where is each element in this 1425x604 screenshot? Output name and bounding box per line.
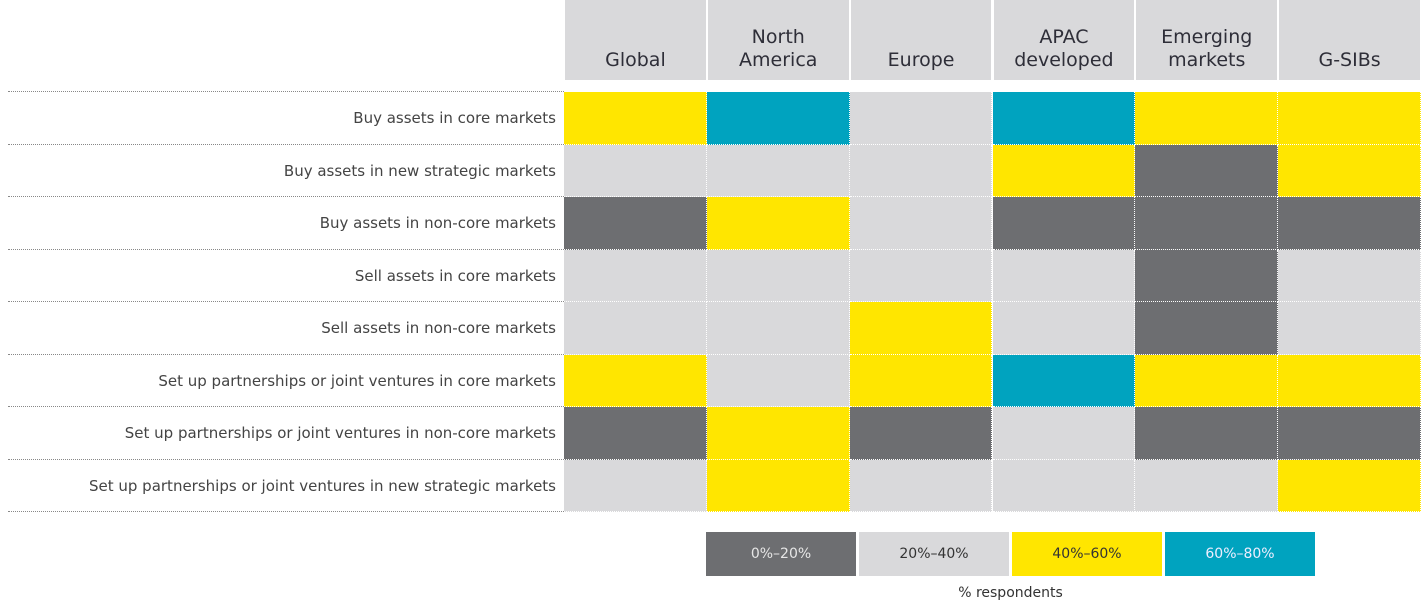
row-separator [8, 406, 564, 407]
heat-cell [849, 249, 993, 302]
heat-cell [1278, 354, 1421, 407]
heat-cell [1135, 92, 1279, 145]
heat-cell [992, 92, 1136, 145]
heat-cell [1135, 144, 1279, 197]
row-label: Set up partnerships or joint ventures in… [158, 371, 556, 390]
heat-cell [564, 302, 707, 355]
heat-cell [849, 197, 993, 250]
column-header: Global [565, 0, 706, 80]
heat-cell [849, 459, 993, 512]
heat-cell [1278, 144, 1421, 197]
column-header: North America [707, 0, 849, 80]
row-separator [8, 196, 564, 197]
heat-cell [564, 354, 707, 407]
heat-cell [1135, 407, 1279, 460]
heat-cell [1278, 302, 1421, 355]
column-header: Europe [850, 0, 992, 80]
heat-cell [706, 249, 850, 302]
heat-cell [564, 407, 707, 460]
column-header: G-SIBs [1279, 0, 1420, 80]
heat-cell [706, 197, 850, 250]
heat-cell [706, 459, 850, 512]
heat-cell [992, 354, 1136, 407]
heat-cell [992, 197, 1136, 250]
row-separator [8, 458, 564, 460]
heat-cell [1278, 407, 1421, 460]
heat-cell [992, 302, 1136, 355]
row-label: Sell assets in core markets [354, 266, 556, 285]
heat-cell [1278, 249, 1421, 302]
heat-cell [706, 302, 850, 355]
row-separator [8, 353, 564, 355]
heat-cell [1135, 302, 1279, 355]
row-separator [8, 91, 564, 92]
row-label: Buy assets in core markets [353, 109, 556, 128]
legend-item: 40%–60% [1012, 532, 1162, 576]
heat-cell [992, 459, 1136, 512]
heat-cell [1135, 249, 1279, 302]
heat-cell [1278, 459, 1421, 512]
row-separator [8, 248, 564, 250]
heat-cell [992, 407, 1136, 460]
heat-cell [564, 92, 707, 145]
legend-item: 60%–80% [1165, 532, 1315, 576]
heat-cell [992, 249, 1136, 302]
row-label: Buy assets in non-core markets [319, 214, 556, 233]
heat-cell [564, 249, 707, 302]
heat-cell [564, 144, 707, 197]
row-label: Buy assets in new strategic markets [283, 161, 556, 180]
heat-cell [706, 92, 850, 145]
row-label: Set up partnerships or joint ventures in… [88, 476, 556, 495]
legend-item: 0%–20% [706, 532, 856, 576]
heat-cell [992, 144, 1136, 197]
heat-cell [849, 302, 993, 355]
column-header: Emerging markets [1136, 0, 1278, 80]
heat-cell [849, 92, 993, 145]
legend-item: 20%–40% [859, 532, 1009, 576]
heat-cell [849, 144, 993, 197]
row-label: Set up partnerships or joint ventures in… [124, 424, 556, 443]
heat-cell [564, 459, 707, 512]
column-header: APAC developed [993, 0, 1135, 80]
row-label: Sell assets in non-core markets [321, 319, 556, 338]
heat-cell [1135, 354, 1279, 407]
row-separator [8, 511, 564, 512]
heat-cell [1135, 459, 1279, 512]
heat-cell [706, 354, 850, 407]
heat-cell [849, 407, 993, 460]
heat-cell [706, 407, 850, 460]
heat-cell [564, 197, 707, 250]
heat-cell [849, 354, 993, 407]
heat-cell [1278, 92, 1421, 145]
row-separator [8, 143, 564, 145]
heat-cell [1278, 197, 1421, 250]
legend-title: % respondents [958, 585, 1063, 601]
heat-cell [1135, 197, 1279, 250]
row-separator [8, 301, 564, 302]
heat-cell [706, 144, 850, 197]
